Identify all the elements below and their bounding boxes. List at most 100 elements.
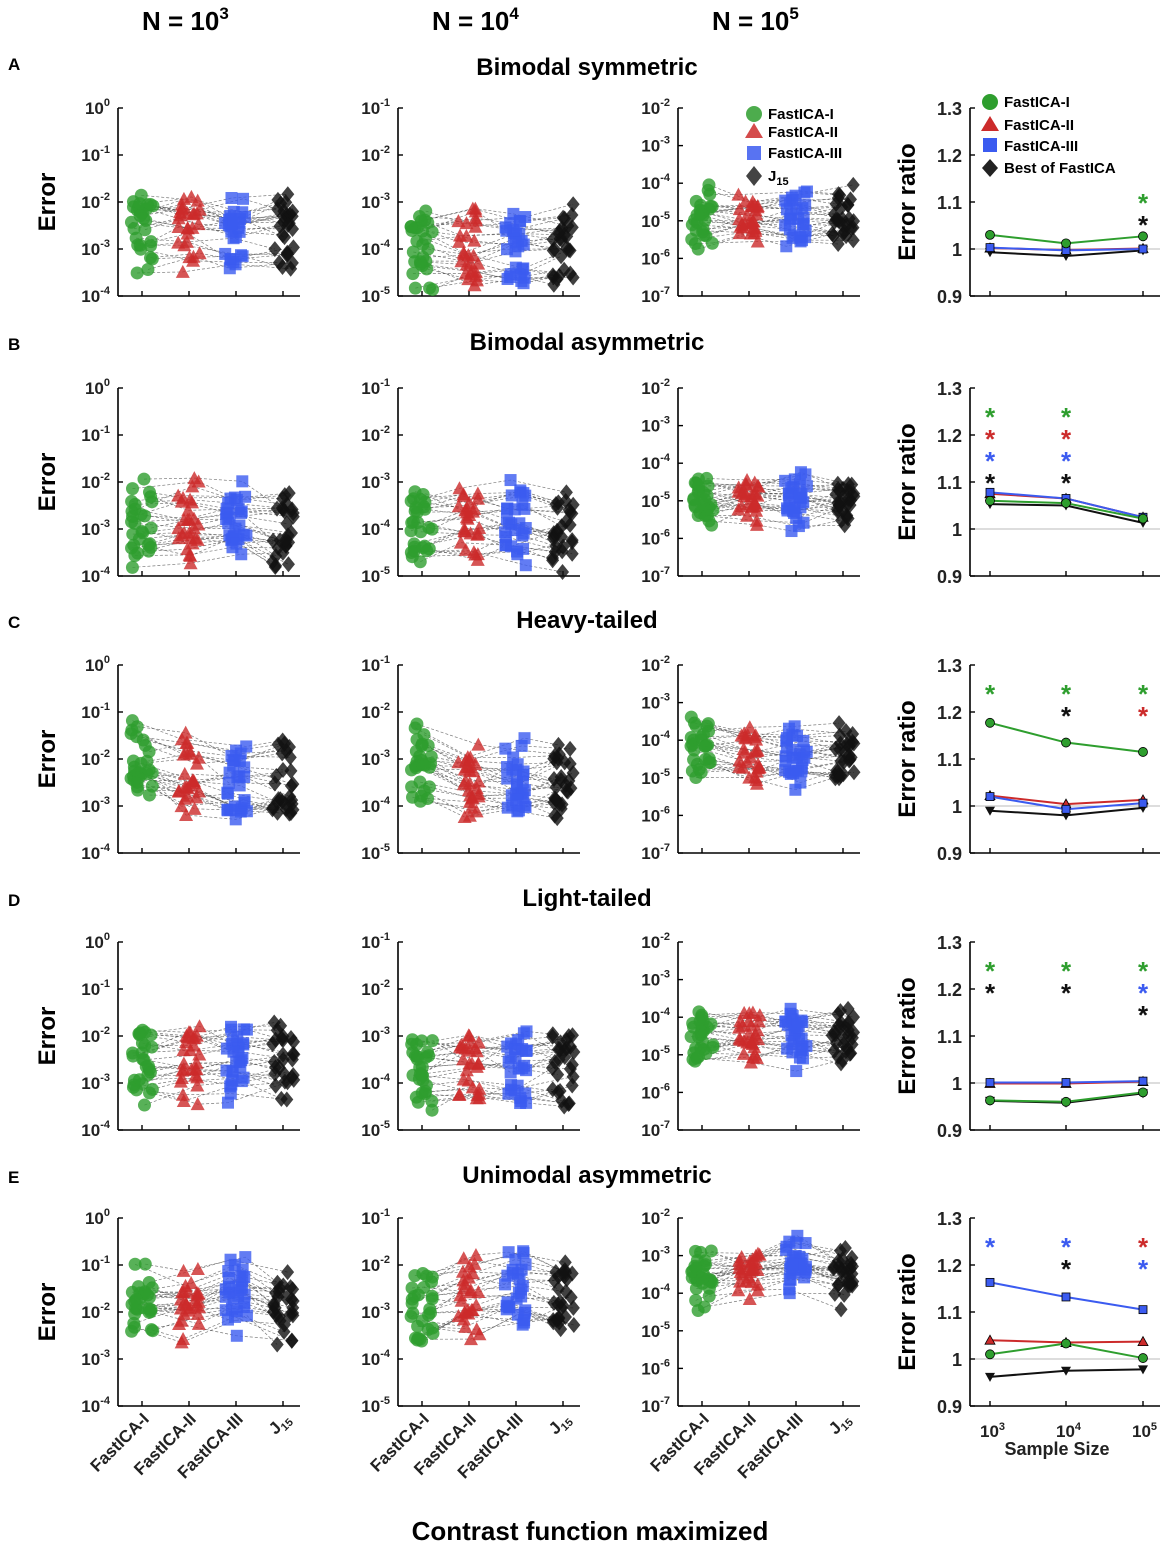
- pair-line: [136, 736, 279, 751]
- point-fastica-ii: [461, 248, 476, 262]
- pair-line: [144, 1080, 282, 1106]
- pair-line: [696, 725, 841, 744]
- point-j15: [286, 776, 300, 793]
- pair-line: [422, 265, 553, 282]
- point-fastica-iii: [518, 502, 531, 515]
- pair-line: [701, 204, 850, 222]
- point-j15: [287, 1046, 301, 1063]
- point-fastica-ii: [741, 496, 756, 510]
- point-fastica-ii: [188, 1068, 203, 1082]
- pair-line: [707, 742, 850, 757]
- y-tick-label: 100: [85, 377, 110, 398]
- pair-line: [702, 214, 839, 228]
- pair-line: [137, 244, 288, 256]
- point-fastica-i: [687, 753, 701, 767]
- y-tick-label: 10-3: [361, 748, 390, 769]
- point-fastica-ii: [733, 1274, 748, 1288]
- x-axis-label: Contrast function maximized: [412, 1516, 769, 1546]
- point-fastica-i: [130, 1083, 144, 1097]
- ratio-point-fastica-i: [1138, 513, 1148, 524]
- pair-line: [699, 1012, 839, 1022]
- point-fastica-ii: [472, 521, 487, 535]
- error-panel-n4: 10-1 10-2 10-3 10-4 10-5: [361, 377, 580, 586]
- point-fastica-iii: [240, 529, 253, 542]
- point-j15: [846, 176, 860, 193]
- point-fastica-i: [417, 728, 431, 742]
- pair-line: [701, 767, 839, 776]
- pair-line: [416, 739, 571, 772]
- pair-line: [144, 213, 288, 231]
- point-fastica-ii: [746, 214, 761, 228]
- pair-line: [151, 1302, 280, 1317]
- point-fastica-iii: [510, 793, 523, 806]
- ratio-y-tick-label: 1.3: [937, 1209, 962, 1229]
- pair-line: [698, 515, 845, 527]
- point-fastica-i: [130, 266, 144, 280]
- pair-line: [693, 749, 844, 773]
- point-fastica-iii: [225, 225, 238, 238]
- pair-line: [151, 518, 281, 541]
- point-fastica-ii: [175, 264, 190, 278]
- pair-line: [697, 1289, 842, 1311]
- pair-line: [420, 263, 565, 280]
- y-tick-label: 10-3: [361, 191, 390, 212]
- point-fastica-ii: [462, 1259, 477, 1273]
- point-fastica-i: [408, 281, 422, 295]
- pair-line: [131, 485, 290, 512]
- point-j15: [563, 740, 577, 757]
- point-fastica-ii: [453, 535, 468, 549]
- y-tick-label: 10-4: [361, 1348, 391, 1369]
- point-fastica-ii: [737, 745, 752, 759]
- legend-ratio-label-best: Best of FastICA: [1004, 160, 1116, 177]
- method-label: J15: [265, 1409, 296, 1440]
- point-fastica-i: [419, 1085, 433, 1099]
- point-fastica-ii: [734, 728, 749, 742]
- point-fastica-iii: [780, 240, 793, 253]
- point-fastica-ii: [456, 1072, 471, 1086]
- point-fastica-i: [145, 1082, 159, 1096]
- point-fastica-iii: [799, 1237, 812, 1250]
- point-fastica-ii: [174, 1313, 189, 1327]
- point-fastica-ii: [192, 1019, 207, 1033]
- point-j15: [278, 503, 292, 520]
- pair-line: [704, 1292, 835, 1308]
- point-fastica-i: [144, 490, 158, 504]
- ratio-ylabel: Error ratio: [894, 1253, 921, 1370]
- pair-line: [415, 767, 555, 799]
- method-label: J15: [825, 1409, 856, 1440]
- point-fastica-i: [138, 1038, 152, 1052]
- point-fastica-ii: [472, 1081, 487, 1095]
- legend-methods: FastICA-I FastICA-II FastICA-III J15: [745, 106, 842, 188]
- point-fastica-iii: [517, 1245, 530, 1258]
- y-tick-label: 10-1: [81, 1254, 110, 1275]
- ratio-panel: 1.3 1.2 1.1 1 0.9 Error ratio **: [894, 99, 1160, 307]
- legend-ratio-marker-fastica-i: [982, 94, 998, 110]
- ratio-y-tick-label: 1.2: [937, 1256, 962, 1276]
- pair-line: [698, 489, 836, 507]
- pair-line: [702, 218, 847, 237]
- pair-line: [703, 1020, 848, 1027]
- point-fastica-ii: [731, 1283, 746, 1297]
- pair-line: [140, 193, 288, 217]
- pair-line: [425, 1088, 565, 1107]
- point-j15: [548, 544, 562, 561]
- pair-line: [151, 499, 283, 509]
- point-fastica-iii: [508, 1084, 521, 1097]
- point-fastica-iii: [225, 192, 238, 205]
- point-j15: [286, 203, 300, 220]
- point-fastica-iii: [226, 1074, 239, 1087]
- point-fastica-i: [408, 1269, 422, 1283]
- legend-marker-fastica-iii: [747, 146, 761, 160]
- point-fastica-i: [425, 1270, 439, 1284]
- point-fastica-i: [137, 1098, 151, 1112]
- y-tick-label: 10-4: [641, 1282, 671, 1303]
- pair-line: [705, 495, 854, 511]
- point-fastica-iii: [800, 745, 813, 758]
- pair-line: [420, 479, 567, 500]
- point-fastica-iii: [780, 741, 793, 754]
- point-fastica-i: [138, 223, 152, 237]
- pair-line: [411, 549, 563, 573]
- point-j15: [283, 749, 297, 766]
- point-fastica-iii: [238, 1023, 251, 1036]
- point-fastica-i: [425, 1103, 439, 1117]
